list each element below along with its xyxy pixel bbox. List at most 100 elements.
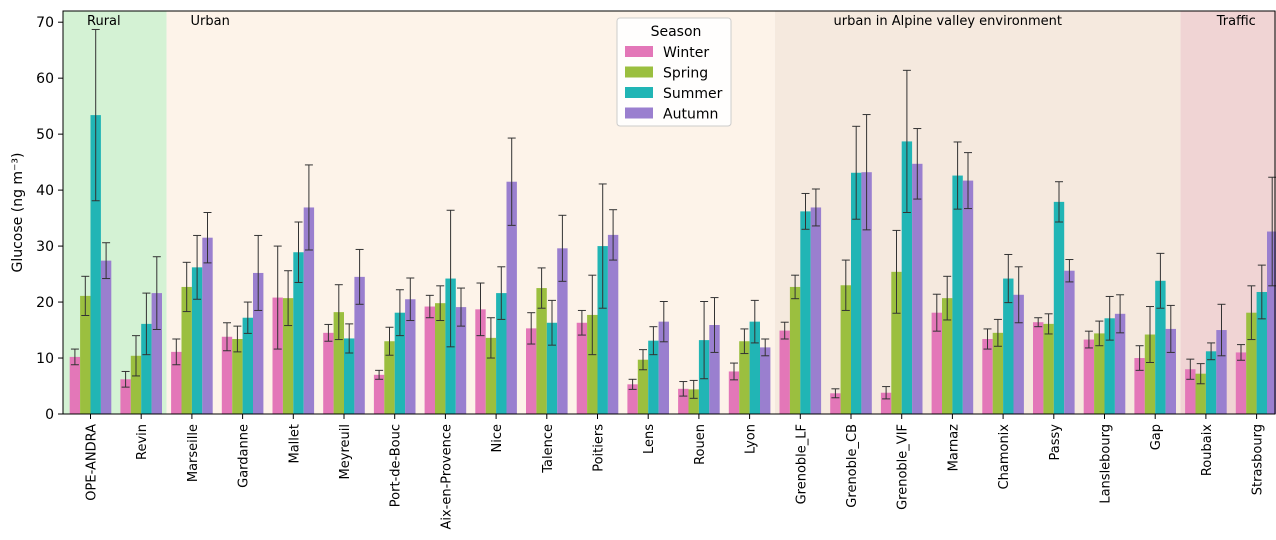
bar-summer-strasbourg xyxy=(1256,291,1267,414)
bar-summer-talence xyxy=(546,322,558,414)
bar-winter-rouen xyxy=(678,388,689,414)
bar-spring-lens xyxy=(637,359,649,414)
bar-spring-ope-andra xyxy=(80,295,91,414)
bar-autumn-rouen xyxy=(709,325,720,414)
bar-autumn-poitiers xyxy=(607,234,619,414)
bar-winter-poitiers xyxy=(576,322,588,414)
bar-autumn-lens xyxy=(658,321,669,414)
bar-spring-meyreuil xyxy=(333,312,344,414)
bar-autumn-talence xyxy=(557,248,568,414)
bar-spring-poitiers xyxy=(587,314,598,414)
x-tick-label-mallet: Mallet xyxy=(287,424,302,464)
x-tick-label-meyreuil: Meyreuil xyxy=(338,424,353,479)
y-tick-label-50: 50 xyxy=(36,127,54,143)
bar-autumn-port-de-bouc xyxy=(405,299,416,414)
bar-spring-marseille xyxy=(181,286,192,414)
bar-winter-ope-andra xyxy=(69,356,81,414)
bar-winter-grenoble-lf xyxy=(779,330,790,414)
bar-autumn-lanslebourg xyxy=(1114,313,1126,414)
bar-autumn-meyreuil xyxy=(354,276,365,414)
bar-autumn-ope-andra xyxy=(100,260,112,414)
legend-swatch-spring xyxy=(625,66,653,78)
legend-title: Season xyxy=(651,24,702,40)
bar-spring-port-de-bouc xyxy=(384,341,395,414)
bar-winter-grenoble-cb xyxy=(830,393,841,414)
bar-summer-lens xyxy=(648,340,659,414)
bar-summer-marseille xyxy=(191,267,203,414)
bar-spring-roubaix xyxy=(1195,373,1206,414)
bar-summer-gap xyxy=(1155,280,1166,414)
bar-spring-nice xyxy=(485,337,497,414)
legend-label-spring: Spring xyxy=(663,66,708,82)
bar-spring-lanslebourg xyxy=(1094,333,1105,414)
bar-autumn-chamonix xyxy=(1013,294,1024,414)
legend-label-summer: Summer xyxy=(663,86,723,102)
bar-summer-roubaix xyxy=(1205,351,1217,414)
bar-winter-mallet xyxy=(272,297,283,414)
bar-autumn-grenoble-vif xyxy=(912,163,923,414)
bar-spring-marnaz xyxy=(942,298,953,414)
bar-spring-grenoble-lf xyxy=(789,286,801,414)
bar-summer-grenoble-lf xyxy=(800,211,811,414)
region-label-urban: Urban xyxy=(191,14,230,29)
bar-autumn-marnaz xyxy=(962,180,974,414)
x-tick-label-lyon: Lyon xyxy=(744,424,759,454)
y-tick-label-20: 20 xyxy=(36,295,54,311)
bar-summer-ope-andra xyxy=(90,115,101,414)
legend-swatch-autumn xyxy=(625,107,653,119)
bar-autumn-nice xyxy=(506,181,517,414)
bar-autumn-lyon xyxy=(760,347,771,414)
x-tick-label-rouen: Rouen xyxy=(693,424,708,465)
bar-spring-lyon xyxy=(739,341,750,414)
x-tick-label-nice: Nice xyxy=(490,424,505,452)
x-tick-label-roubaix: Roubaix xyxy=(1200,424,1215,476)
x-tick-label-strasbourg: Strasbourg xyxy=(1251,424,1266,495)
x-tick-label-port-de-bouc: Port-de-Bouc xyxy=(389,424,404,507)
y-tick-label-10: 10 xyxy=(36,351,54,367)
bar-winter-meyreuil xyxy=(323,332,334,414)
bar-autumn-strasbourg xyxy=(1267,231,1276,414)
bar-winter-gardanne xyxy=(221,336,233,414)
x-tick-label-chamonix: Chamonix xyxy=(997,424,1012,490)
x-tick-label-ope-andra: OPE-ANDRA xyxy=(85,424,100,501)
y-tick-label-30: 30 xyxy=(36,239,54,255)
bar-summer-port-de-bouc xyxy=(394,312,406,414)
bar-autumn-gardanne xyxy=(253,272,264,414)
bar-spring-mallet xyxy=(282,298,294,414)
bar-autumn-aix-en-provence xyxy=(455,307,467,414)
bar-summer-lanslebourg xyxy=(1104,318,1115,414)
bar-winter-roubaix xyxy=(1185,369,1196,414)
legend-label-winter: Winter xyxy=(663,45,709,61)
x-tick-label-grenoble-vif: Grenoble_VIF xyxy=(896,424,911,510)
bar-spring-talence xyxy=(536,288,547,414)
bar-winter-talence xyxy=(526,328,537,414)
bar-spring-gardanne xyxy=(232,338,243,414)
bar-autumn-marseille xyxy=(202,237,213,414)
bar-spring-chamonix xyxy=(992,332,1004,414)
x-tick-label-revin: Revin xyxy=(135,424,150,460)
x-tick-label-lanslebourg: Lanslebourg xyxy=(1099,424,1114,504)
y-tick-label-0: 0 xyxy=(45,407,54,423)
bar-summer-marnaz xyxy=(952,175,963,414)
bar-autumn-revin xyxy=(151,293,162,414)
region-label-traffic: Traffic xyxy=(1216,14,1256,29)
bar-autumn-mallet xyxy=(303,207,315,414)
x-tick-label-marnaz: Marnaz xyxy=(946,424,961,472)
bar-winter-grenoble-vif xyxy=(880,392,892,414)
bar-autumn-passy xyxy=(1064,270,1075,414)
bar-autumn-grenoble-cb xyxy=(861,172,872,414)
region-label-urban-in-alpine-valley-environment: urban in Alpine valley environment xyxy=(834,14,1062,29)
bar-winter-lyon xyxy=(728,371,740,414)
legend-box xyxy=(616,17,732,127)
bar-summer-poitiers xyxy=(597,246,608,414)
bar-summer-gardanne xyxy=(242,317,253,414)
bar-winter-aix-en-provence xyxy=(424,306,435,414)
bar-summer-mallet xyxy=(293,252,304,414)
bar-autumn-gap xyxy=(1165,328,1176,414)
region-label-rural: Rural xyxy=(87,14,121,29)
x-tick-label-talence: Talence xyxy=(541,424,556,474)
bar-summer-grenoble-vif xyxy=(901,141,913,414)
bar-winter-marseille xyxy=(171,351,182,414)
